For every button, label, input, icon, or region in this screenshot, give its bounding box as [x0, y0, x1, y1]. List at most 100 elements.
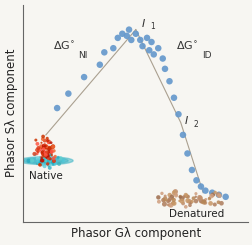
- Point: [209, 194, 213, 198]
- Point: [45, 162, 49, 166]
- Point: [48, 155, 52, 159]
- Point: [42, 144, 46, 148]
- Point: [218, 201, 223, 205]
- Point: [42, 150, 46, 154]
- Point: [43, 144, 47, 148]
- Point: [51, 162, 55, 166]
- Point: [198, 196, 202, 200]
- Point: [46, 151, 50, 155]
- Point: [51, 144, 55, 148]
- Point: [46, 151, 50, 155]
- Point: [36, 157, 40, 161]
- Point: [40, 159, 44, 163]
- Point: [170, 197, 174, 201]
- Text: I: I: [184, 116, 187, 126]
- Point: [39, 155, 43, 159]
- Point: [124, 34, 128, 38]
- Text: I: I: [141, 19, 144, 29]
- Point: [178, 195, 182, 199]
- Point: [47, 156, 51, 160]
- X-axis label: Phasor Gλ component: Phasor Gλ component: [70, 227, 200, 240]
- Text: ID: ID: [201, 50, 211, 60]
- Point: [42, 146, 46, 149]
- Point: [133, 32, 137, 36]
- Point: [171, 201, 175, 205]
- Point: [51, 162, 55, 166]
- Point: [193, 199, 197, 203]
- Text: Native: Native: [29, 171, 62, 181]
- Point: [40, 156, 44, 159]
- Point: [44, 146, 48, 149]
- Point: [185, 199, 189, 203]
- Point: [34, 138, 38, 142]
- Point: [44, 144, 48, 148]
- Point: [208, 201, 212, 205]
- Point: [173, 192, 177, 196]
- Point: [39, 145, 43, 149]
- Point: [201, 199, 205, 203]
- Point: [43, 145, 47, 149]
- Point: [181, 195, 185, 199]
- Point: [40, 146, 44, 150]
- Point: [44, 160, 48, 164]
- Point: [45, 140, 49, 144]
- Point: [184, 194, 188, 198]
- Point: [216, 200, 220, 204]
- Point: [190, 199, 194, 203]
- Point: [173, 190, 177, 194]
- Point: [212, 203, 216, 207]
- Point: [198, 196, 202, 200]
- Point: [38, 147, 42, 151]
- Point: [193, 195, 197, 199]
- Text: 1: 1: [150, 22, 154, 31]
- Point: [58, 156, 62, 160]
- Point: [46, 145, 50, 149]
- Point: [203, 189, 207, 193]
- Point: [140, 44, 144, 48]
- Point: [40, 152, 44, 156]
- Point: [46, 157, 50, 161]
- Point: [41, 159, 45, 162]
- Point: [147, 48, 151, 52]
- Point: [162, 67, 166, 71]
- Point: [45, 150, 49, 154]
- Point: [45, 136, 49, 140]
- Point: [32, 152, 36, 156]
- Point: [187, 200, 191, 204]
- Point: [36, 150, 40, 154]
- Point: [43, 139, 47, 143]
- Point: [47, 146, 51, 150]
- Point: [82, 75, 86, 79]
- Point: [172, 191, 176, 195]
- Point: [144, 36, 148, 40]
- Point: [30, 159, 34, 162]
- Point: [202, 201, 206, 205]
- Point: [46, 156, 50, 160]
- Point: [42, 154, 46, 158]
- Point: [49, 150, 53, 154]
- Point: [223, 195, 227, 199]
- Text: $\Delta$G$^{\circ}$: $\Delta$G$^{\circ}$: [52, 40, 74, 52]
- Y-axis label: Phasor Sλ component: Phasor Sλ component: [5, 49, 18, 177]
- Point: [38, 163, 42, 167]
- Point: [49, 147, 53, 151]
- Text: NI: NI: [78, 50, 87, 60]
- Point: [51, 158, 55, 162]
- Point: [180, 201, 184, 205]
- Point: [44, 147, 48, 150]
- Point: [159, 191, 163, 195]
- Point: [45, 155, 49, 159]
- Point: [37, 160, 41, 164]
- Point: [156, 200, 160, 204]
- Point: [52, 149, 56, 153]
- Point: [42, 147, 46, 150]
- Point: [39, 159, 43, 162]
- Point: [197, 196, 201, 199]
- Point: [46, 156, 50, 160]
- Point: [167, 198, 171, 202]
- Point: [52, 162, 56, 166]
- Point: [49, 152, 53, 156]
- Text: 2: 2: [193, 120, 198, 129]
- Point: [187, 203, 191, 207]
- Point: [43, 153, 47, 157]
